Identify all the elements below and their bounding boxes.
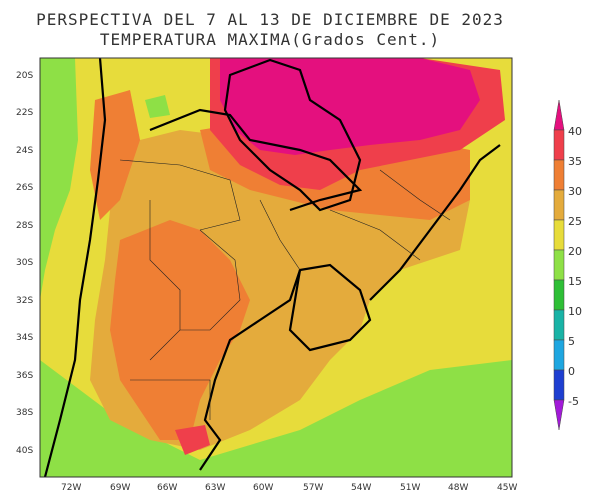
lat-label: 38S [16,408,33,418]
coastline-brazil [369,144,501,301]
lat-label: 30S [16,258,33,268]
colorbar-tick-label: 30 [568,185,582,198]
colorbar-band [553,129,565,161]
argentina-bolivia-paraguay-border [149,108,363,212]
lat-label: 22S [16,108,33,118]
colorbar-tick-label: 35 [568,155,582,168]
colorbar-band [553,279,565,311]
province-borders [119,159,451,420]
lon-label: 69W [110,483,130,493]
colorbar-tick-label: 20 [568,245,582,258]
colorbar-tick-label: 15 [568,275,582,288]
colorbar-band [553,219,565,251]
paraguay-border [223,58,362,212]
coastline-argentina [199,269,302,471]
colorbar-band [553,159,565,191]
lat-label: 36S [16,371,33,381]
lat-label: 20S [16,71,33,81]
colorbar-band [553,189,565,221]
band-30-35-andes [90,90,140,220]
colorbar-tick-label: 25 [568,215,582,228]
colorbar-tick-label: 10 [568,305,582,318]
map-frame [39,57,513,478]
lat-label: 26S [16,183,33,193]
lat-label: 24S [16,146,33,156]
colorbar-band [553,339,565,371]
uruguay-border [288,263,372,352]
colorbar [553,99,565,431]
map-subtitle: TEMPERATURA MAXIMA(Grados Cent.) [99,30,441,49]
colorbar-tick-label: 0 [568,365,575,378]
band-15-20-west [40,58,78,300]
colorbar-band [553,309,565,341]
band-15-20-spot [145,95,170,118]
temperature-field [40,58,512,477]
colorbar-band [553,99,565,131]
country-borders [43,58,501,477]
lon-label: 54W [351,483,371,493]
lat-label: 40S [16,446,33,456]
band-35-40-south-spot [175,425,210,455]
lon-label: 72W [61,483,81,493]
colorbar-tick-label: 40 [568,125,582,138]
lon-label: 51W [400,483,420,493]
lat-label: 32S [16,296,33,306]
colorbar-tick-label: 5 [568,335,575,348]
colorbar-band [553,399,565,431]
colorbar-band [553,249,565,281]
lon-label: 60W [253,483,273,493]
colorbar-band [553,369,565,401]
map-title: PERSPECTIVA DEL 7 AL 13 DE DICIEMBRE DE … [36,10,504,29]
lon-label: 48W [448,483,468,493]
lon-label: 63W [205,483,225,493]
lat-label: 34S [16,333,33,343]
latitude-labels: 20S 22S 24S 26S 28S 30S 32S 34S 36S 38S … [16,71,33,456]
lon-label: 45W [497,483,517,493]
colorbar-tick-label: -5 [568,395,579,408]
longitude-labels: 72W 69W 66W 63W 60W 57W 54W 51W 48W 45W [61,483,517,493]
chile-argentina-border [43,58,107,477]
band-15-20-south [40,360,512,477]
lat-label: 28S [16,221,33,231]
lon-label: 57W [303,483,323,493]
colorbar-ticks: 40 35 30 25 20 15 10 5 0 -5 [568,125,582,408]
lon-label: 66W [157,483,177,493]
band-above-40 [220,58,480,155]
